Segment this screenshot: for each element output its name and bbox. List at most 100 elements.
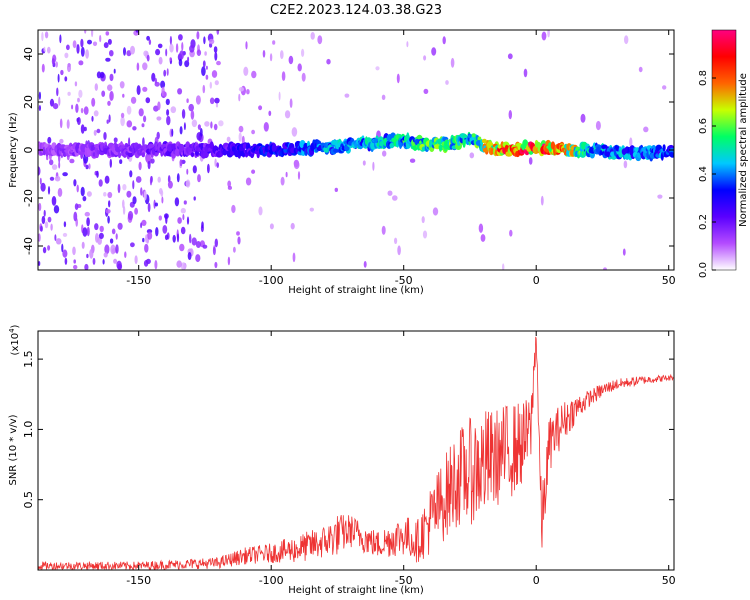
spectrogram-cell [478,223,484,233]
spectrogram-cell [363,261,367,268]
spectrogram-cell [122,93,125,98]
spectrogram-cell [157,43,163,49]
spectrogram-cell [442,36,446,45]
spectrogram-cell [216,30,220,35]
spectrogram-cell [130,96,137,104]
spectrogram-cell [603,267,607,270]
spectrogram-cell [63,221,67,228]
spectrogram-cell [163,69,167,77]
spectrogram-cell [180,226,186,235]
spectrogram-cell [174,197,180,207]
spectrogram-cell [92,41,98,47]
spectrogram-cell [179,50,184,60]
spectrogram-cell [58,161,61,169]
spectrogram-cell [450,57,455,68]
spectrogram-cell [147,231,153,240]
spectrogram-cell [381,225,386,235]
spectrogram-cell [186,168,189,175]
spectrogram-cell [233,246,236,253]
spectrogram-x-tick-label: 0 [533,274,540,287]
spectrogram-cell [197,124,201,130]
spectrogram-cell [142,62,148,71]
spectrogram-cell [142,86,148,92]
spectrogram-cell [75,103,79,114]
spectrogram-x-tick-label: -50 [395,274,413,287]
spectrogram-cell [432,207,439,216]
spectrogram-cell [77,97,80,103]
snr-frame [37,330,675,571]
spectrogram-cell [181,109,186,119]
spectrogram-cell [146,35,151,41]
spectrogram-ridge-cell [471,133,476,138]
spectrogram-cell [60,69,64,76]
spectrogram-cell [154,260,158,270]
spectrogram-cell [69,158,75,164]
spectrogram-cell [213,123,218,131]
spectrogram-cell [49,159,54,166]
spectrogram-cell [117,263,123,270]
spectrogram-cell [284,110,291,119]
spectrogram-cell [143,190,147,201]
spectrogram-cell [189,44,195,53]
spectrogram-cell [227,256,231,266]
spectrogram-cell [638,66,643,73]
snr-x-tick-label: -150 [126,574,151,587]
spectrogram-cell [289,98,293,108]
spectrogram-cell [181,42,184,51]
spectrogram-cell [179,159,183,167]
spectrogram-cell [193,196,196,201]
spectrogram-cell [126,50,132,57]
colorbar-gradient [711,29,737,271]
spectrogram-cell [268,110,272,117]
spectrogram-x-tick-label: -150 [126,274,151,287]
spectrogram-cell [56,87,59,97]
spectrogram-cell [136,85,141,96]
spectrogram-cell [258,105,263,111]
spectrogram-cell [82,227,88,237]
spectrogram-cell [117,183,121,194]
spectrogram-cell [169,35,172,45]
spectrogram-cell [216,60,221,66]
spectrogram-cell [502,263,505,270]
spectrogram-cell [238,125,244,133]
spectrogram-cell [120,112,125,119]
spectrogram-cell [541,31,547,41]
spectrogram-cell [214,80,219,86]
spectrogram-cell [127,210,134,221]
spectrogram-cell [58,96,61,106]
spectrogram-cell [210,121,213,129]
spectrogram-cell [362,160,366,166]
spectrogram-cell [49,176,55,181]
spectrogram-cell [251,70,257,79]
spectrogram-cell [99,35,102,43]
spectrogram-cell [44,31,49,39]
spectrogram-cell [202,84,206,94]
spectrogram-cell [188,103,194,112]
spectrogram-cell [293,160,300,170]
spectrogram-cell [153,199,156,209]
spectrogram-cell [263,122,269,132]
spectrogram-cell [132,180,135,190]
spectrogram-cell [394,237,398,244]
spectrogram-cell [212,246,216,256]
spectrogram-cell [167,180,173,189]
spectrogram-cell [38,166,41,176]
spectrogram-ridge-cell [117,151,122,159]
spectrogram-ridge-cell [271,143,277,152]
spectrogram-cell [126,190,132,198]
spectrogram-cell [109,50,114,57]
spectrogram-cell [172,234,176,243]
spectrogram-cell [165,48,168,57]
spectrogram-cell [156,116,162,121]
spectrogram-cell [227,185,232,190]
spectrogram-cell [191,119,198,128]
spectrogram-cell [372,161,375,171]
spectrogram-cell [406,41,409,48]
spectrogram-cell [94,223,99,231]
snr-x-tick-label: -50 [395,574,413,587]
spectrogram-cell [59,34,62,44]
spectrogram-cell [214,97,220,104]
spectrogram-cell [92,257,96,265]
spectrogram-cell [195,241,201,248]
spectrogram-cell [310,32,315,40]
